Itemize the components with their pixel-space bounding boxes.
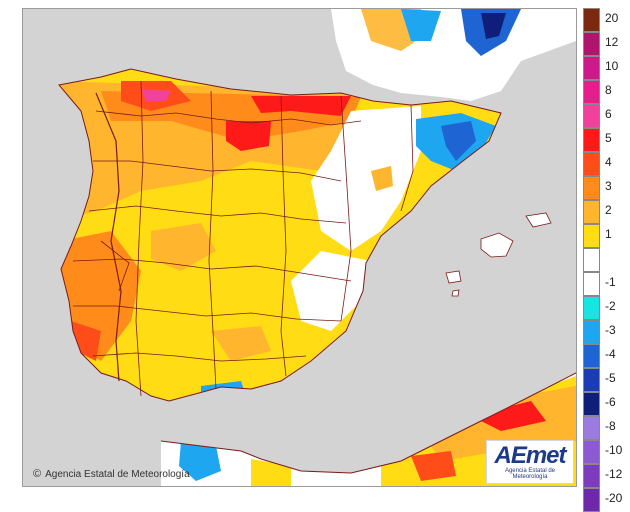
legend-swatch (583, 464, 600, 488)
legend-swatch (583, 224, 600, 248)
legend-tick-label: 2 (605, 203, 612, 217)
copyright: © Agencia Estatal de Meteorología (33, 468, 190, 480)
legend-tick-label: 10 (605, 59, 619, 73)
legend-swatch (583, 392, 600, 416)
legend-swatch (583, 272, 600, 296)
iberia-neutral-east (311, 106, 421, 251)
africa-coastline (160, 372, 576, 474)
legend-tick-label: 5 (605, 131, 612, 145)
map-svg (23, 9, 576, 486)
africa-hot (471, 401, 546, 431)
legend-swatch (583, 152, 600, 176)
copyright-icon: © (33, 468, 42, 480)
legend-swatch (583, 8, 600, 32)
iberia-warm-andalusia (211, 326, 271, 361)
legend-swatch (583, 296, 600, 320)
legend-swatch (583, 104, 600, 128)
legend-tick-label: 3 (605, 179, 612, 193)
aemet-logo: AEmet Agencia Estatal de Meteorología (486, 440, 574, 484)
africa-warm-morocco (251, 459, 291, 486)
legend-swatch (583, 176, 600, 200)
province-borders (72, 80, 414, 397)
legend-swatch (583, 344, 600, 368)
legend-tick-label: -10 (605, 443, 623, 457)
pyrenees-dark-patch (481, 13, 506, 39)
africa-hot-west (411, 451, 456, 481)
anomaly-map: AEmet Agencia Estatal de Meteorología © … (22, 8, 577, 487)
legend-swatch (583, 248, 600, 272)
legend-swatch (583, 200, 600, 224)
legend-tick-label: -6 (605, 395, 616, 409)
legend-swatch (583, 56, 600, 80)
menorca (525, 212, 552, 228)
legend-tick-label: -2 (605, 299, 616, 313)
iberia-outline (58, 68, 502, 402)
ibiza (445, 270, 462, 284)
legend-tick-label: -4 (605, 347, 616, 361)
legend-tick-label: 20 (605, 11, 619, 25)
iberia-hot-burgos (226, 121, 271, 151)
logo-subtitle: Agencia Estatal de Meteorología (504, 468, 556, 480)
legend-swatch (583, 440, 600, 464)
legend: 20 12 10 8 6 5 4 3 2 1 -1 -2 -3 -4 -5 -6 -8 -10 -12 -20 (583, 8, 628, 512)
legend-swatch (583, 320, 600, 344)
legend-tick-label: 12 (605, 35, 619, 49)
copyright-text: Agencia Estatal de Meteorología (45, 468, 190, 480)
africa-cool (179, 441, 221, 481)
legend-tick-label: -1 (605, 275, 616, 289)
legend-tick-label: 1 (605, 227, 612, 241)
legend-swatch (583, 488, 600, 512)
portugal-border (95, 92, 122, 382)
legend-tick-label: 6 (605, 107, 612, 121)
france-cool-patch (401, 9, 441, 41)
legend-tick-label: -12 (605, 467, 623, 481)
iberia-hot-cantabria (251, 96, 351, 116)
mallorca (480, 232, 514, 258)
legend-swatch (583, 80, 600, 104)
logo-mark: AEmet (494, 442, 566, 469)
legend-swatch (583, 128, 600, 152)
legend-tick-label: -8 (605, 419, 616, 433)
legend-swatch (583, 368, 600, 392)
legend-tick-label: 4 (605, 155, 612, 169)
iberia-warm-ebro (371, 166, 393, 191)
legend-tick-label: -5 (605, 371, 616, 385)
legend-swatch (583, 32, 600, 56)
formentera (451, 289, 460, 297)
legend-swatch (583, 416, 600, 440)
iberia-warm-centre (151, 223, 216, 271)
legend-tick-label: 8 (605, 83, 612, 97)
legend-tick-label: -20 (605, 491, 623, 505)
iberia-colder-catalonia (441, 121, 476, 161)
legend-tick-label: -3 (605, 323, 616, 337)
iberia-neutral-southeast (291, 251, 371, 331)
iberia-very-hot-spot (141, 89, 171, 101)
